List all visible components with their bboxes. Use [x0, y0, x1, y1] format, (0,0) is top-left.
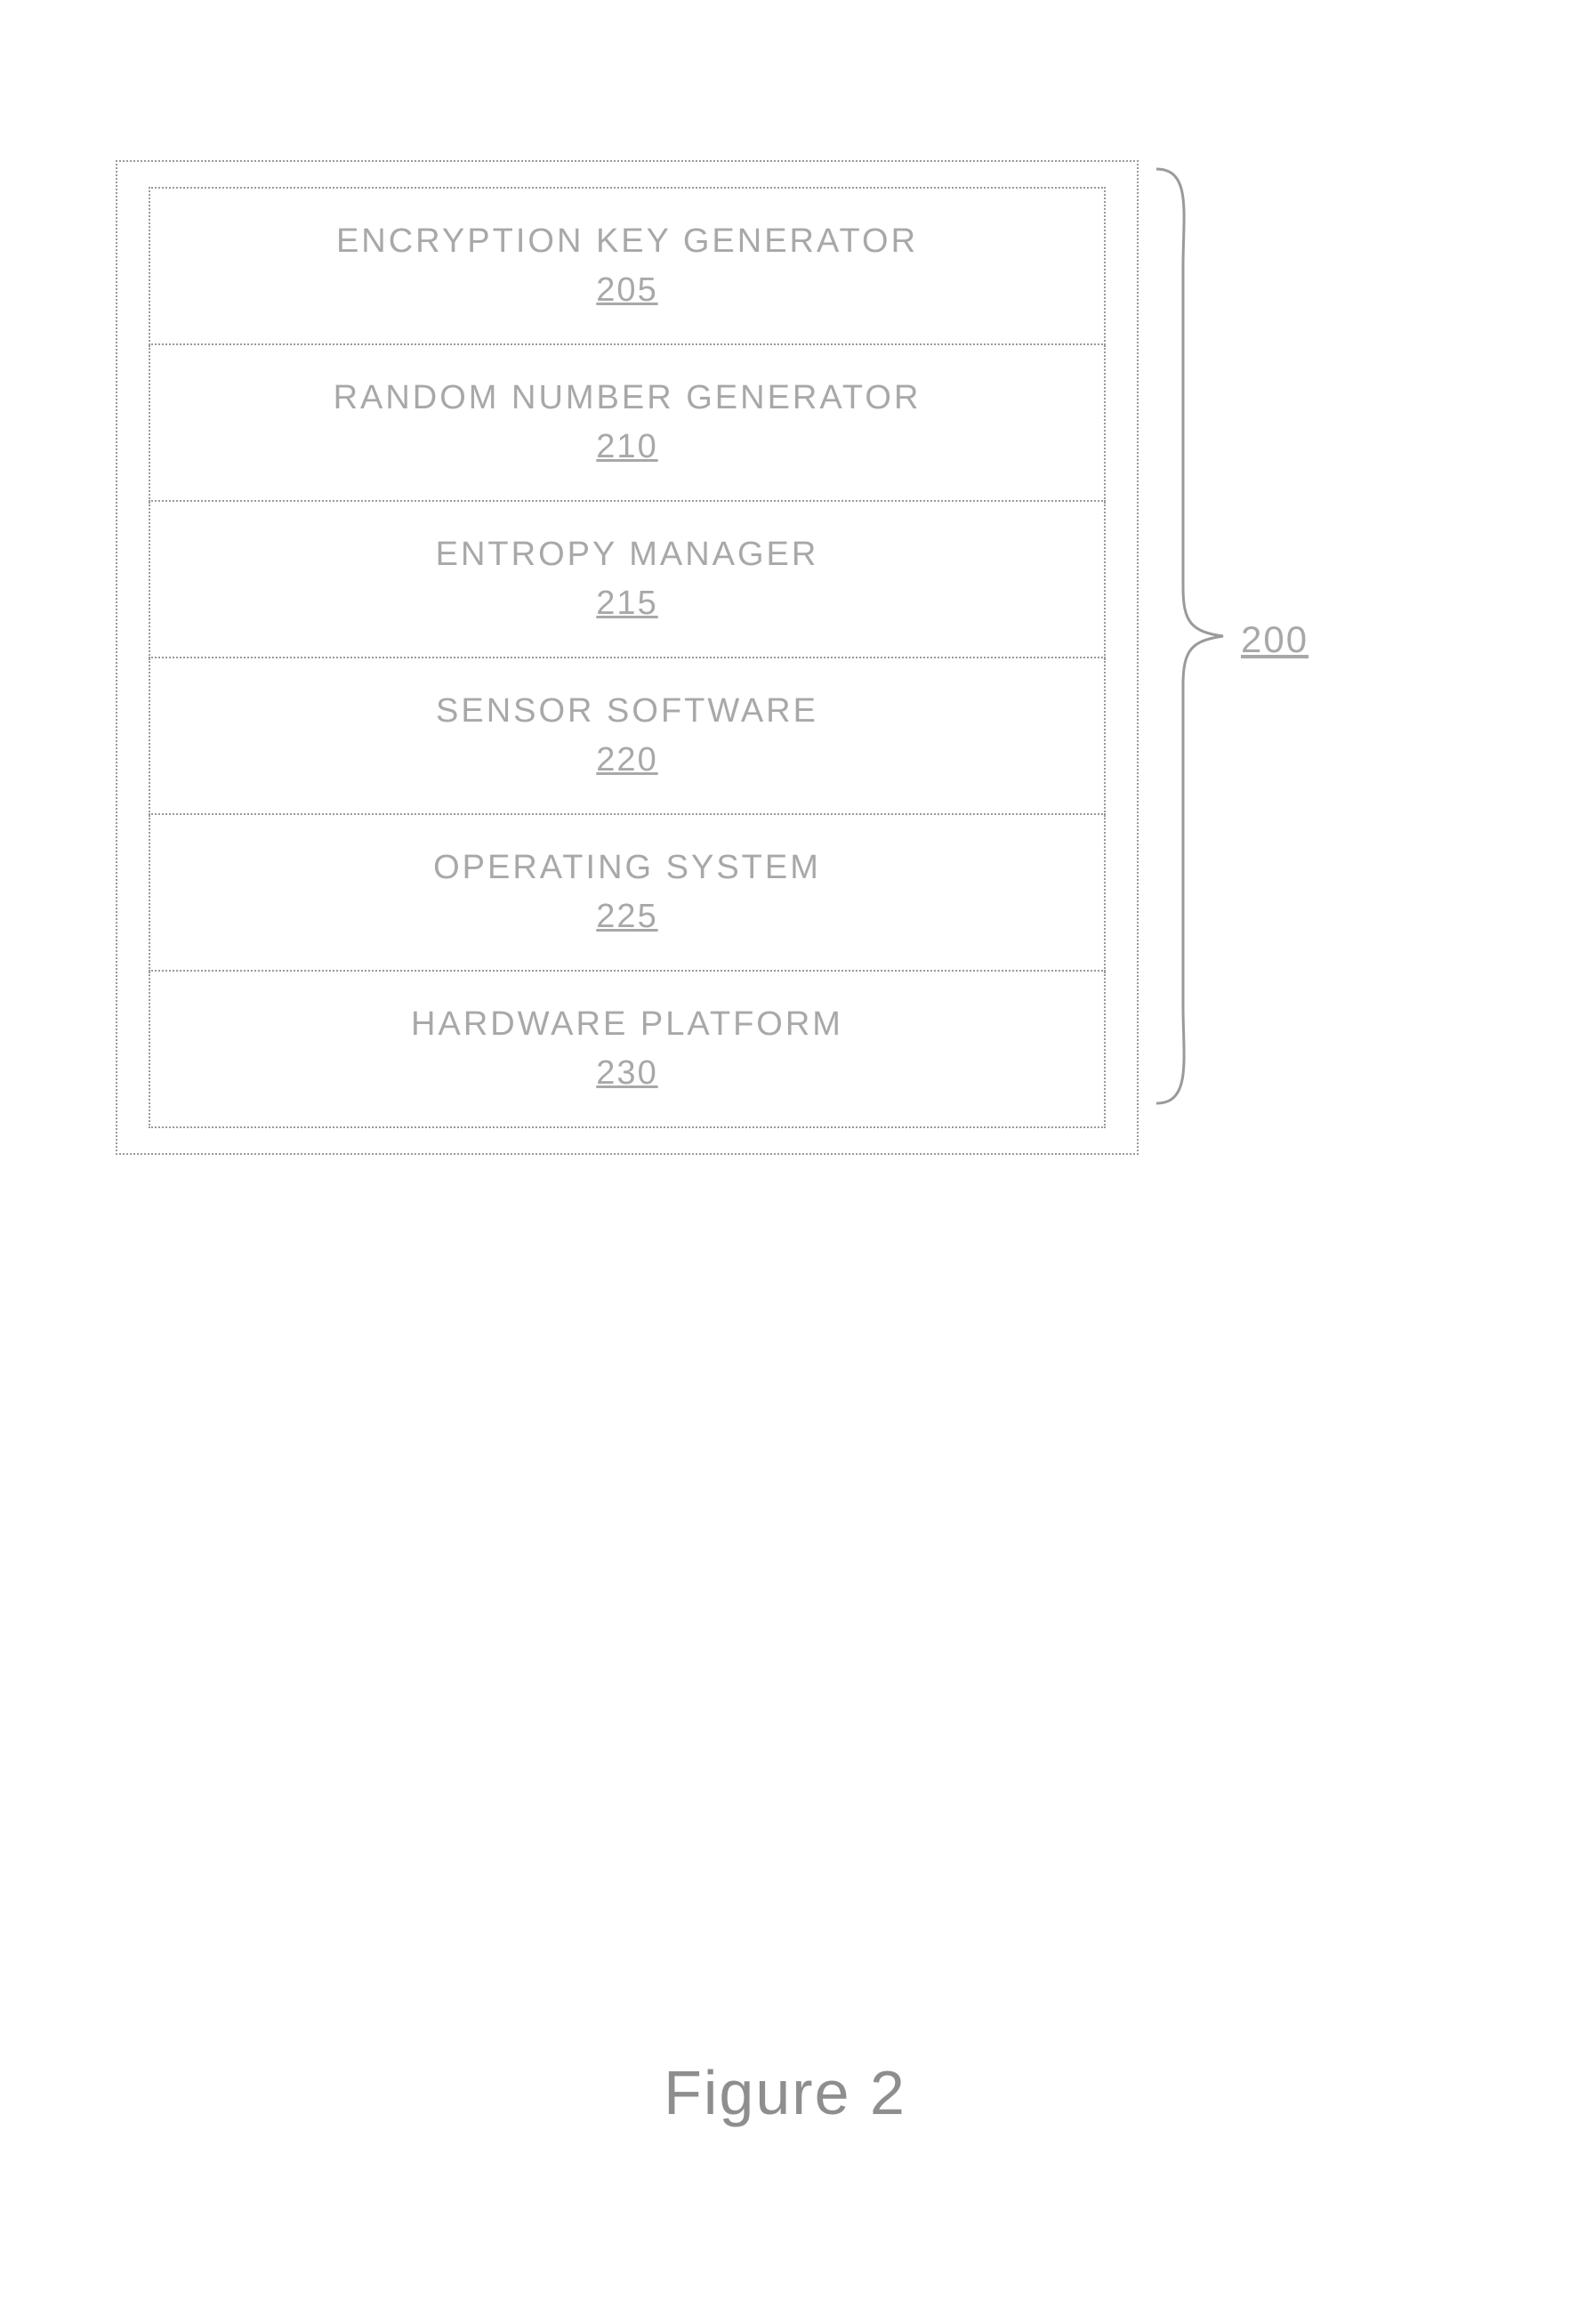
layer-reference: 210 — [596, 428, 657, 466]
layer-random-number-generator: RANDOM NUMBER GENERATOR 210 — [149, 345, 1106, 502]
curly-brace — [1147, 160, 1228, 1112]
layer-reference: 205 — [596, 271, 657, 310]
layer-hardware-platform: HARDWARE PLATFORM 230 — [149, 972, 1106, 1128]
layer-encryption-key-generator: ENCRYPTION KEY GENERATOR 205 — [149, 187, 1106, 345]
layer-reference: 225 — [596, 898, 657, 936]
group-reference-label: 200 — [1241, 618, 1308, 661]
layer-title: SENSOR SOFTWARE — [436, 692, 818, 730]
layer-reference: 215 — [596, 585, 657, 623]
layer-title: OPERATING SYSTEM — [433, 849, 821, 887]
layer-title: ENCRYPTION KEY GENERATOR — [336, 222, 918, 261]
figure-caption: Figure 2 — [664, 2057, 906, 2128]
layer-reference: 220 — [596, 741, 657, 779]
layer-title: ENTROPY MANAGER — [436, 536, 819, 574]
layer-operating-system: OPERATING SYSTEM 225 — [149, 815, 1106, 972]
layer-sensor-software: SENSOR SOFTWARE 220 — [149, 658, 1106, 815]
layer-reference: 230 — [596, 1054, 657, 1093]
layer-stack: ENCRYPTION KEY GENERATOR 205 RANDOM NUMB… — [116, 160, 1139, 1155]
layer-title: HARDWARE PLATFORM — [411, 1005, 843, 1044]
diagram-container: ENCRYPTION KEY GENERATOR 205 RANDOM NUMB… — [116, 160, 1139, 1155]
layer-title: RANDOM NUMBER GENERATOR — [334, 379, 922, 417]
layer-entropy-manager: ENTROPY MANAGER 215 — [149, 502, 1106, 658]
